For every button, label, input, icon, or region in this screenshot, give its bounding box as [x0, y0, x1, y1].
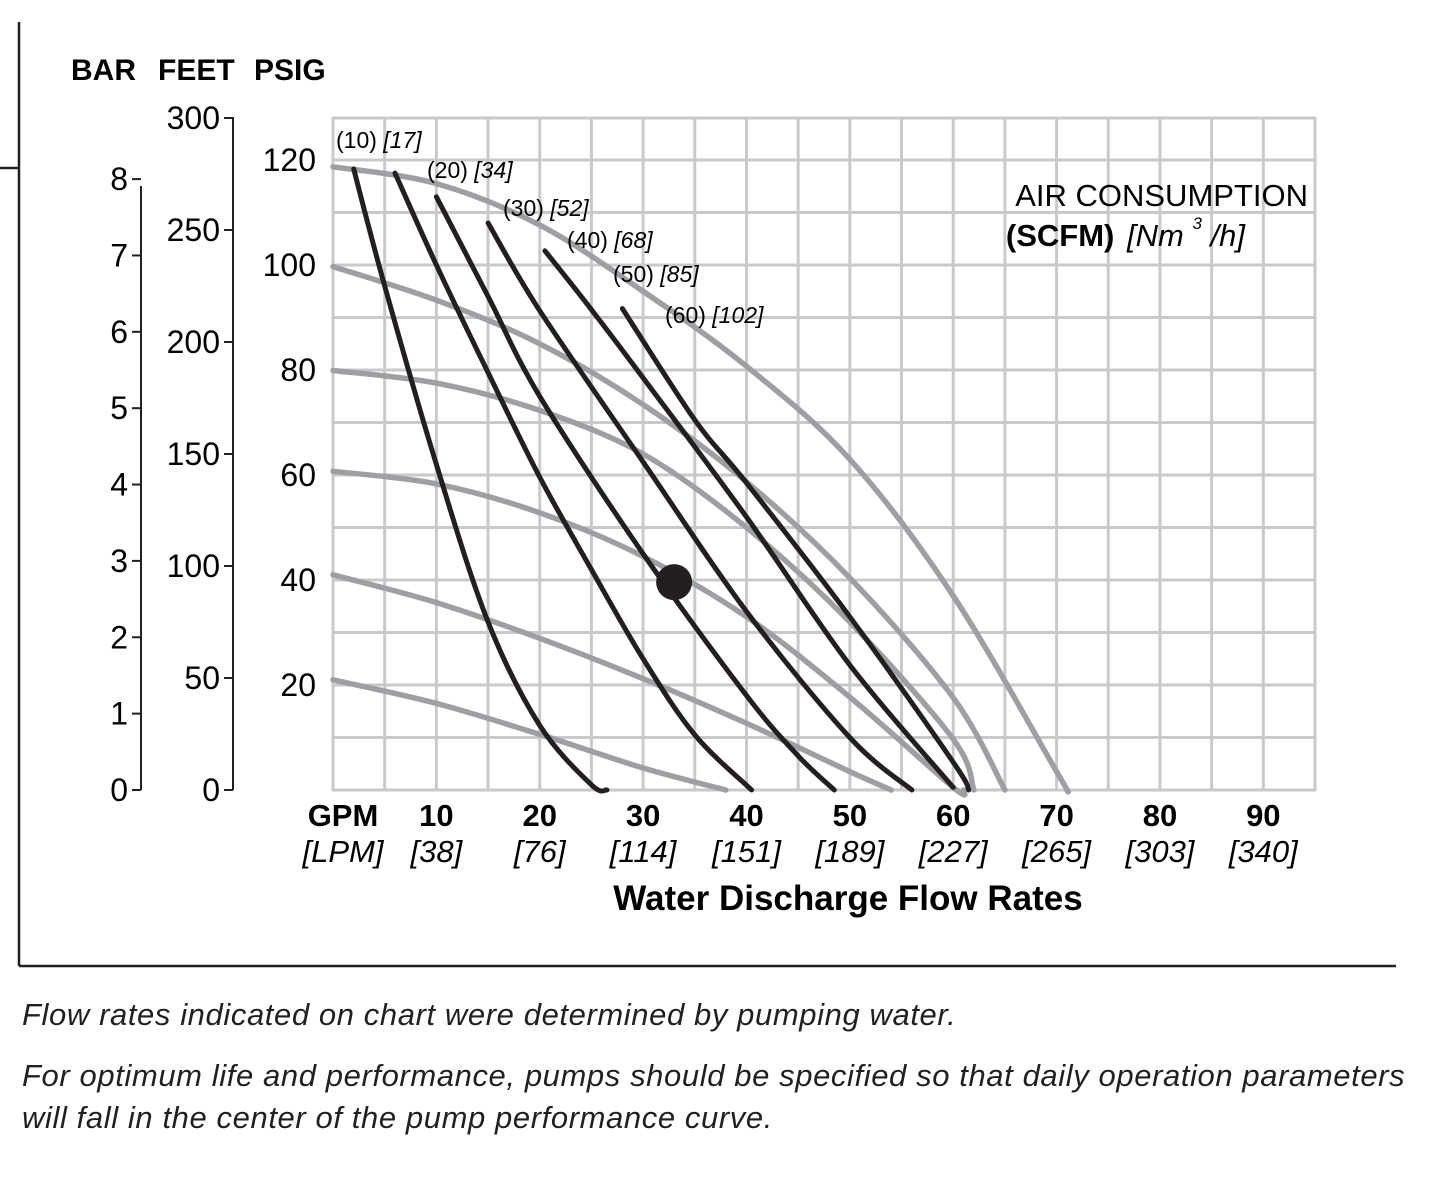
air-consumption-label-scfm: (40)	[567, 227, 614, 253]
x-tick-label-lpm: [340]	[1228, 834, 1299, 869]
y-axis-header-bar: BAR	[71, 54, 136, 87]
air-consumption-label-scfm: (50)	[613, 261, 660, 287]
air-consumption-label-scfm: (30)	[503, 195, 550, 221]
legend-unit-end: /h]	[1209, 218, 1247, 253]
x-tick-label-gpm: 90	[1246, 798, 1280, 833]
air-consumption-label-metric: [52]	[549, 195, 589, 221]
x-tick-label-lpm: [LPM]	[302, 834, 385, 869]
x-tick-label-lpm: [303]	[1124, 834, 1195, 869]
air-consumption-label-metric: [34]	[473, 157, 513, 183]
curves	[330, 164, 1071, 798]
bar-tick-label: 2	[110, 619, 128, 655]
air-consumption-label: (40) [68]	[567, 227, 653, 253]
feet-tick-label: 300	[167, 100, 220, 136]
operating-point-marker	[656, 564, 693, 601]
psig-tick-label: 80	[280, 352, 316, 388]
air-consumption-label-scfm: (60)	[665, 302, 712, 328]
air-consumption-label-metric: [102]	[711, 302, 764, 328]
x-tick-label-lpm: [265]	[1021, 834, 1092, 869]
x-tick-label-lpm: [38]	[410, 834, 464, 869]
bar-tick-label: 7	[110, 237, 128, 273]
air-consumption-curve	[542, 248, 956, 790]
x-tick-label-gpm: 10	[419, 798, 453, 833]
bar-tick-label: 0	[110, 772, 128, 808]
feet-tick-label: 50	[184, 660, 220, 696]
x-tick-label-gpm: 40	[729, 798, 763, 833]
pressure-curve	[330, 572, 894, 793]
air-consumption-label: (50) [85]	[613, 261, 699, 287]
x-tick-label-gpm: 80	[1143, 798, 1177, 833]
bar-tick-label: 1	[110, 696, 128, 732]
bar-tick-label: 8	[110, 161, 128, 197]
air-consumption-curve	[619, 306, 972, 793]
air-consumption-curve	[433, 194, 837, 793]
air-consumption-curve	[351, 166, 610, 794]
feet-tick-label: 200	[167, 324, 220, 360]
y-axes: 0 50 100 150 200 250 300 0 1 2 3 4 5 6 7 8 20 40 60 80 100 12…	[110, 100, 316, 808]
plot-border	[331, 116, 1317, 792]
psig-tick-label: 60	[280, 457, 316, 493]
pressure-curve	[330, 164, 1071, 795]
x-tick-label-gpm: 50	[833, 798, 867, 833]
legend-unit-scfm: (SCFM)	[1006, 218, 1114, 253]
air-consumption-label-metric: [68]	[613, 227, 653, 253]
x-axis: GPM[LPM] 10[38] 20[76] 30[114] 40[151] 50[189…	[302, 798, 1300, 869]
feet-tick-label: 100	[167, 548, 220, 584]
pressure-curve	[330, 677, 729, 793]
air-consumption-curve	[485, 220, 915, 793]
legend: AIR CONSUMPTION (SCFM) [Nm 3 /h]	[1006, 178, 1308, 253]
x-tick-label-lpm: [189]	[814, 834, 885, 869]
x-tick-label-gpm: 20	[522, 798, 556, 833]
x-tick-label-gpm: GPM	[308, 798, 379, 833]
x-tick-label-gpm: 60	[936, 798, 970, 833]
psig-tick-label: 20	[280, 667, 316, 703]
legend-unit-metric: [Nm	[1126, 218, 1184, 253]
note-optimum-life: For optimum life and performance, pumps …	[22, 1058, 1406, 1135]
bar-tick-label: 5	[110, 390, 128, 426]
legend-unit: (SCFM) [Nm 3 /h]	[1006, 201, 1247, 253]
air-consumption-label-metric: [85]	[659, 261, 699, 287]
psig-tick-label: 100	[263, 247, 316, 283]
legend-title: AIR CONSUMPTION	[1015, 178, 1308, 213]
air-consumption-label: (60) [102]	[665, 302, 764, 328]
y-axis-header-feet: FEET	[158, 54, 235, 87]
x-tick-label-lpm: [227]	[918, 834, 989, 869]
feet-tick-label: 150	[167, 436, 220, 472]
bar-tick-label: 3	[110, 543, 128, 579]
feet-tick-label: 0	[202, 772, 220, 808]
feet-tick-label: 250	[167, 212, 220, 248]
x-axis-title: Water Discharge Flow Rates	[613, 879, 1082, 918]
air-consumption-label-metric: [17]	[382, 127, 422, 153]
bar-tick-label: 6	[110, 314, 128, 350]
air-consumption-label-scfm: (10)	[336, 127, 383, 153]
curve-labels: (10) [17](20) [34] (30) [52] (40) [68] (50)…	[336, 127, 764, 328]
note-flow-rates: Flow rates indicated on chart were deter…	[22, 997, 957, 1032]
air-consumption-label: (20) [34]	[427, 157, 513, 183]
y-axis-header-psig: PSIG	[254, 54, 326, 87]
air-consumption-label: (10) [17]	[336, 127, 422, 153]
legend-unit-sup: 3	[1192, 214, 1202, 233]
psig-tick-label: 40	[280, 562, 316, 598]
air-consumption-label-scfm: (20)	[427, 157, 474, 183]
air-consumption-curve	[392, 170, 755, 793]
bar-tick-label: 4	[110, 467, 128, 503]
pressure-curve	[330, 367, 977, 793]
x-tick-label-gpm: 30	[626, 798, 660, 833]
x-tick-label-gpm: 70	[1039, 798, 1073, 833]
x-tick-label-lpm: [76]	[513, 834, 567, 869]
plot-grid	[331, 116, 1317, 792]
air-consumption-label: (30) [52]	[503, 195, 589, 221]
psig-tick-label: 120	[263, 142, 316, 178]
x-tick-label-lpm: [151]	[711, 834, 782, 869]
x-tick-label-lpm: [114]	[609, 834, 678, 869]
